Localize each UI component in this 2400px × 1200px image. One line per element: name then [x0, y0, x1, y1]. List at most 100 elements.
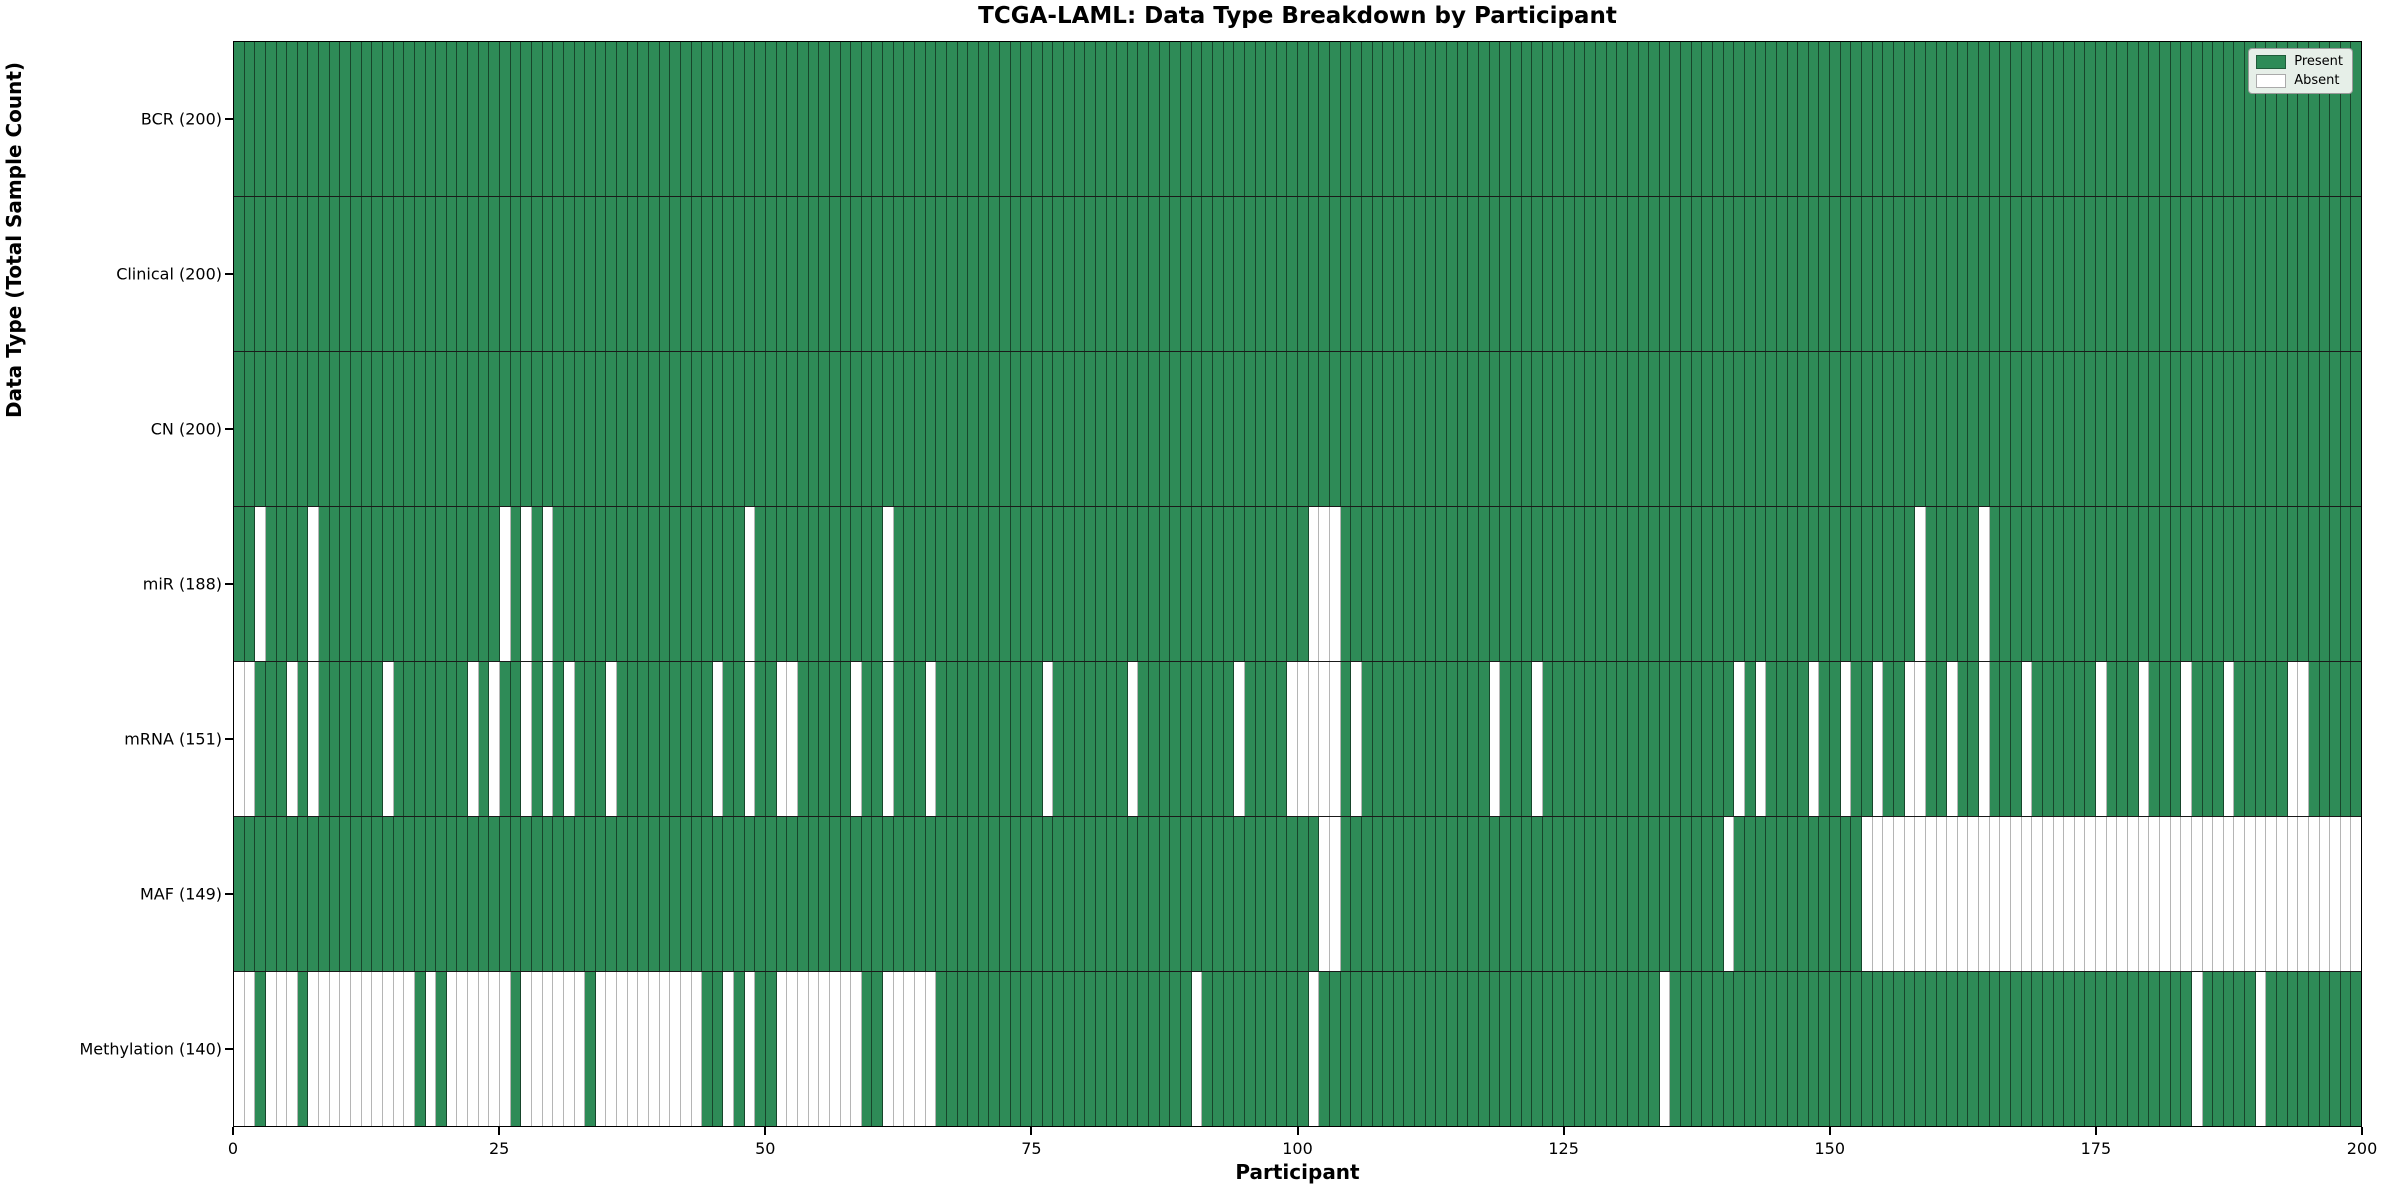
- cell-Clinical-23: [478, 197, 490, 351]
- cell-Methylation-178: [2128, 972, 2139, 1126]
- cell-CN-182: [2170, 352, 2182, 506]
- cell-CN-146: [1787, 352, 1799, 506]
- x-axis-label: Participant: [1235, 1160, 1360, 1184]
- cell-Clinical-135: [1670, 197, 1682, 351]
- cell-miR-155: [1883, 507, 1894, 661]
- cell-BCR-20: [446, 42, 458, 196]
- cell-MAF-128: [1596, 817, 1607, 971]
- cell-CN-153: [1862, 352, 1873, 506]
- cell-Clinical-123: [1542, 197, 1554, 351]
- cell-mRNA-93: [1223, 662, 1235, 816]
- cell-mRNA-95: [1244, 662, 1256, 816]
- cell-MAF-35: [606, 817, 618, 971]
- cell-mRNA-27: [521, 662, 532, 816]
- cell-mRNA-139: [1713, 662, 1724, 816]
- cell-Clinical-56: [829, 197, 841, 351]
- cell-miR-54: [808, 507, 820, 661]
- cell-mRNA-161: [1947, 662, 1958, 816]
- cell-mRNA-87: [1159, 662, 1171, 816]
- cell-mRNA-60: [872, 662, 884, 816]
- cell-MAF-192: [2277, 817, 2288, 971]
- cell-CN-88: [1170, 352, 1182, 506]
- cell-Clinical-47: [734, 197, 745, 351]
- cell-miR-178: [2128, 507, 2139, 661]
- cell-miR-45: [712, 507, 724, 661]
- cell-BCR-168: [2021, 42, 2033, 196]
- cell-BCR-74: [1021, 42, 1033, 196]
- ytick-mark: [225, 427, 233, 430]
- cell-Methylation-113: [1436, 972, 1448, 1126]
- cell-CN-0: [234, 352, 245, 506]
- cell-mRNA-97: [1266, 662, 1277, 816]
- cell-MAF-161: [1947, 817, 1958, 971]
- cell-miR-61: [883, 507, 894, 661]
- cell-Clinical-8: [319, 197, 330, 351]
- cell-BCR-13: [372, 42, 383, 196]
- cell-mRNA-40: [659, 662, 671, 816]
- cell-miR-87: [1159, 507, 1171, 661]
- cell-Clinical-61: [883, 197, 894, 351]
- cell-CN-192: [2277, 352, 2288, 506]
- cell-CN-1: [244, 352, 256, 506]
- cell-mRNA-147: [1798, 662, 1809, 816]
- cell-Clinical-62: [893, 197, 905, 351]
- cell-Clinical-148: [1808, 197, 1820, 351]
- cell-mRNA-127: [1585, 662, 1596, 816]
- cell-Methylation-90: [1191, 972, 1203, 1126]
- cell-Clinical-113: [1436, 197, 1448, 351]
- cell-BCR-116: [1468, 42, 1479, 196]
- cell-Methylation-5: [287, 972, 298, 1126]
- cell-Methylation-48: [744, 972, 756, 1126]
- cell-miR-159: [1925, 507, 1937, 661]
- cell-CN-144: [1766, 352, 1777, 506]
- cell-Clinical-94: [1234, 197, 1245, 351]
- cell-MAF-11: [351, 817, 362, 971]
- cell-miR-142: [1744, 507, 1756, 661]
- cell-Methylation-43: [691, 972, 703, 1126]
- cell-CN-156: [1893, 352, 1905, 506]
- cell-mRNA-168: [2021, 662, 2033, 816]
- cell-Clinical-2: [255, 197, 266, 351]
- xtick-mark-200: [2361, 1127, 2363, 1135]
- cell-BCR-4: [276, 42, 288, 196]
- cell-mRNA-125: [1564, 662, 1575, 816]
- cell-miR-20: [446, 507, 458, 661]
- cell-mRNA-198: [2340, 662, 2352, 816]
- cell-BCR-103: [1329, 42, 1341, 196]
- cell-BCR-98: [1276, 42, 1288, 196]
- cell-MAF-27: [521, 817, 532, 971]
- cell-CN-134: [1659, 352, 1671, 506]
- cell-MAF-7: [308, 817, 320, 971]
- cell-Clinical-163: [1968, 197, 1980, 351]
- cell-Clinical-198: [2340, 197, 2352, 351]
- cell-miR-122: [1532, 507, 1543, 661]
- cell-BCR-195: [2308, 42, 2320, 196]
- cell-mRNA-72: [1000, 662, 1011, 816]
- cell-CN-122: [1532, 352, 1543, 506]
- cell-CN-93: [1223, 352, 1235, 506]
- cell-Clinical-13: [372, 197, 383, 351]
- cell-MAF-38: [638, 817, 649, 971]
- cell-CN-23: [478, 352, 490, 506]
- cell-Methylation-161: [1947, 972, 1958, 1126]
- cell-BCR-47: [734, 42, 745, 196]
- cell-CN-101: [1308, 352, 1320, 506]
- cell-Clinical-9: [329, 197, 341, 351]
- cell-MAF-135: [1670, 817, 1682, 971]
- cell-Clinical-117: [1478, 197, 1490, 351]
- cell-Methylation-92: [1212, 972, 1224, 1126]
- cell-Clinical-164: [1979, 197, 1990, 351]
- cell-Clinical-26: [510, 197, 522, 351]
- cell-MAF-70: [978, 817, 990, 971]
- cell-mRNA-70: [978, 662, 990, 816]
- cell-Methylation-103: [1329, 972, 1341, 1126]
- cell-Methylation-29: [542, 972, 554, 1126]
- cell-CN-193: [2287, 352, 2299, 506]
- cell-BCR-196: [2319, 42, 2331, 196]
- xtick-label-75: 75: [1021, 1139, 1042, 1158]
- cell-miR-123: [1542, 507, 1554, 661]
- cell-CN-27: [521, 352, 532, 506]
- cell-CN-197: [2330, 352, 2341, 506]
- cell-miR-127: [1585, 507, 1596, 661]
- cell-CN-80: [1085, 352, 1096, 506]
